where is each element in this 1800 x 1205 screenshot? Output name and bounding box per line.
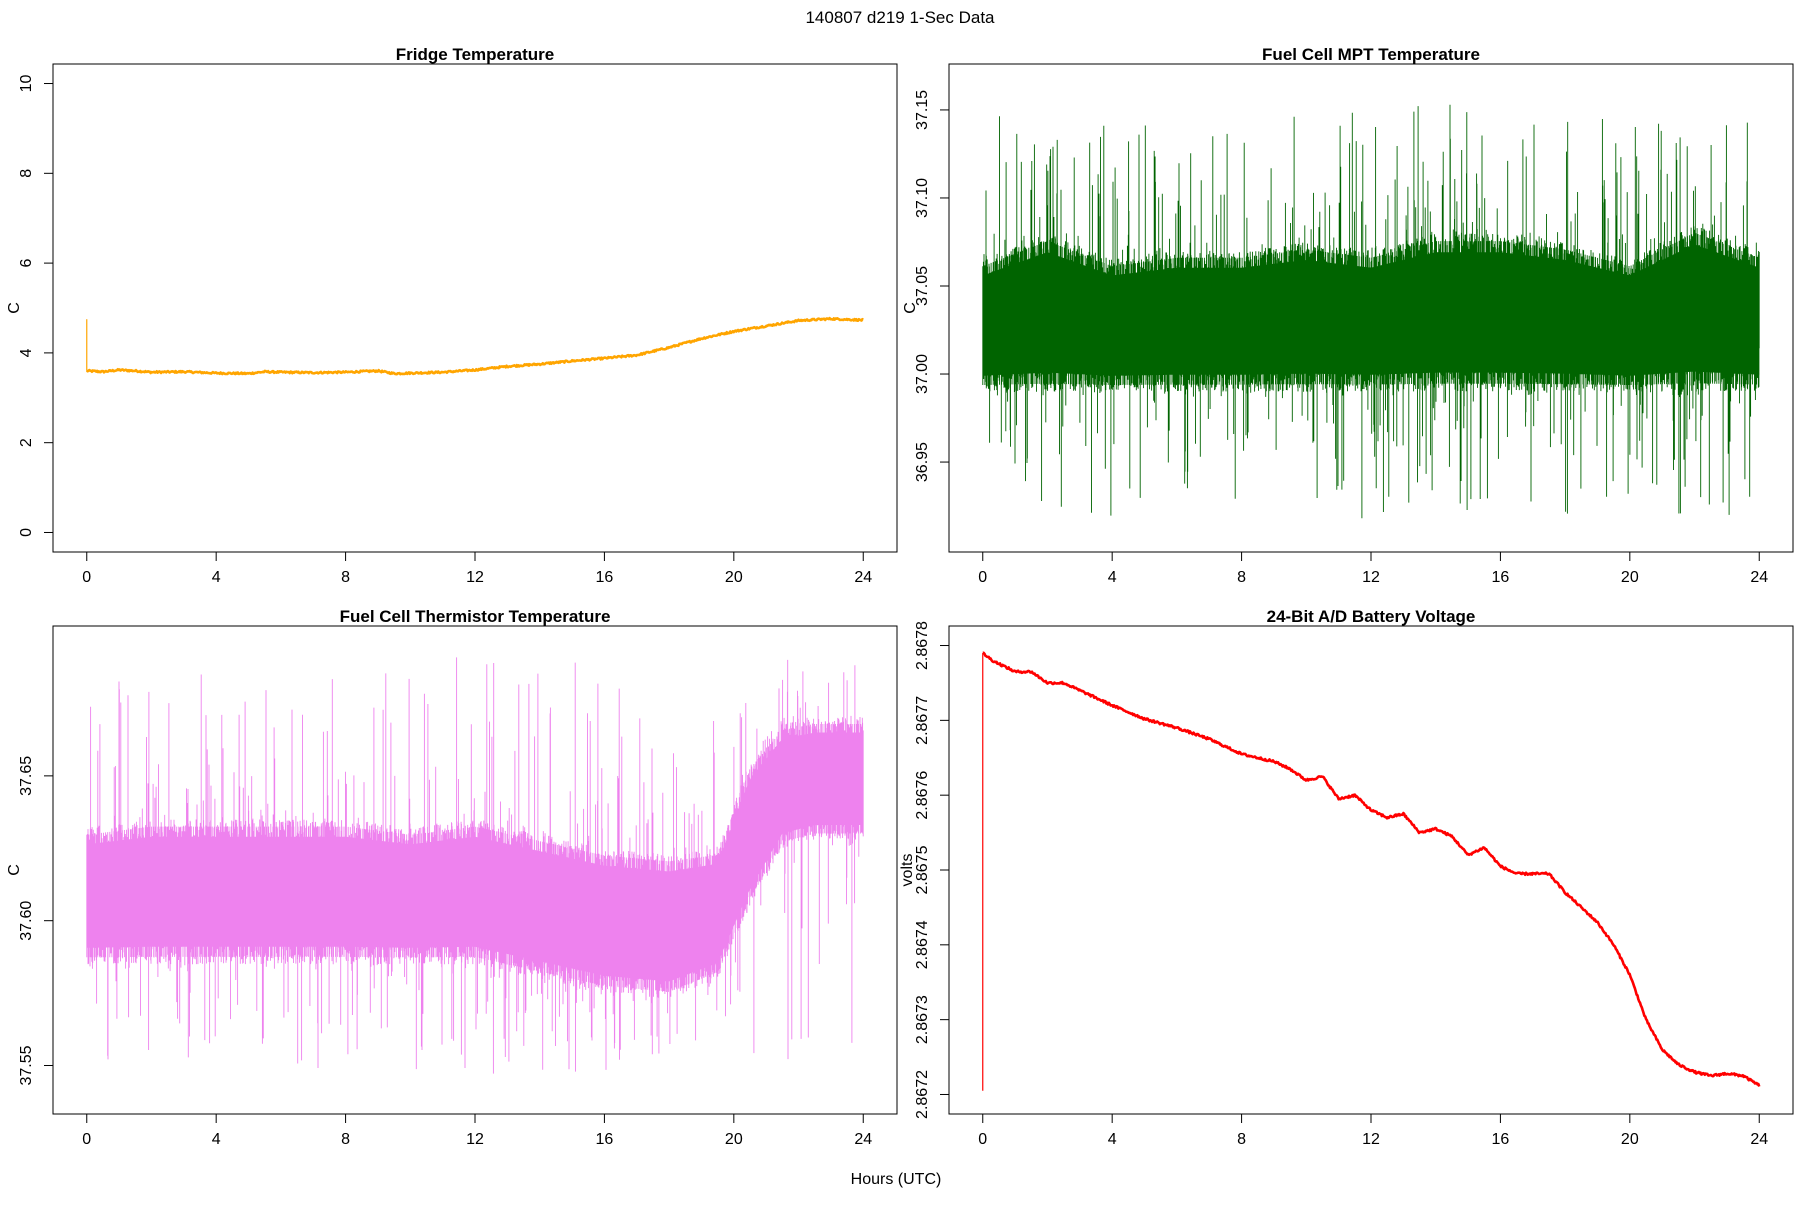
panel-1-title: Fridge Temperature <box>396 45 554 64</box>
panel-2-data-band <box>982 244 1760 376</box>
x-tick-label: 24 <box>854 569 872 586</box>
panel-3: Fuel Cell Thermistor Temperature 0 4 8 12 16 2… <box>6 607 898 1148</box>
y-tick-label: 37.55 <box>18 1045 35 1085</box>
panel-3-data-band <box>86 732 864 982</box>
y-tick-label: 2.8674 <box>914 920 931 969</box>
x-tick-label: 4 <box>1108 569 1117 586</box>
panel-4-data-line <box>982 651 1761 1087</box>
x-tick-label: 8 <box>341 1131 350 1148</box>
panel-2: Fuel Cell MPT Temperature 0 4 8 12 16 20 24 36.9… <box>902 45 1794 586</box>
y-tick-label: 36.95 <box>914 442 931 482</box>
x-tick-label: 16 <box>596 569 614 586</box>
x-tick-label: 4 <box>212 569 221 586</box>
x-tick-label: 8 <box>1237 569 1246 586</box>
panel-1-data-line <box>85 316 864 376</box>
y-tick-label: 10 <box>18 75 35 93</box>
x-tick-label: 12 <box>1362 569 1380 586</box>
x-tick-label: 16 <box>596 1131 614 1148</box>
x-tick-label: 16 <box>1492 1131 1510 1148</box>
y-tick-label: 37.10 <box>914 178 931 218</box>
y-tick-label: 2.8676 <box>914 771 931 820</box>
y-tick-label: 37.15 <box>914 90 931 130</box>
y-tick-label: 2.8675 <box>914 845 931 894</box>
x-tick-label: 12 <box>1362 1131 1380 1148</box>
x-tick-label: 12 <box>466 1131 484 1148</box>
x-tick-label: 0 <box>978 1131 987 1148</box>
x-tick-label: 20 <box>1621 1131 1639 1148</box>
x-tick-label: 4 <box>212 1131 221 1148</box>
y-tick-label: 0 <box>18 528 35 537</box>
panel-2-title: Fuel Cell MPT Temperature <box>1262 45 1480 64</box>
y-tick-label: 2.8678 <box>914 621 931 670</box>
x-tick-label: 0 <box>978 569 987 586</box>
panel-4: 24-Bit A/D Battery Voltage 0 4 8 12 16 20 24 2.8… <box>899 607 1794 1148</box>
y-tick-label: 2.8672 <box>914 1070 931 1119</box>
panel-4-title: 24-Bit A/D Battery Voltage <box>1267 607 1476 626</box>
panel-3-series <box>86 657 864 1074</box>
y-tick-label: 2.8677 <box>914 696 931 745</box>
x-tick-label: 8 <box>1237 1131 1246 1148</box>
y-tick-label: 37.00 <box>914 354 931 394</box>
x-tick-label: 0 <box>82 569 91 586</box>
y-tick-label: 8 <box>18 169 35 178</box>
x-tick-label: 24 <box>854 1131 872 1148</box>
x-tick-label: 24 <box>1750 569 1768 586</box>
x-tick-label: 16 <box>1492 569 1510 586</box>
x-tick-label: 8 <box>341 569 350 586</box>
x-tick-label: 0 <box>82 1131 91 1148</box>
x-tick-label: 4 <box>1108 1131 1117 1148</box>
y-tick-label: 37.65 <box>18 756 35 796</box>
panel-1-series <box>85 316 864 376</box>
y-tick-label: 2.8673 <box>914 995 931 1044</box>
y-tick-label: 37.05 <box>914 266 931 306</box>
y-tick-label: 4 <box>18 348 35 357</box>
panel-4-frame <box>948 625 1794 1115</box>
x-tick-label: 20 <box>725 569 743 586</box>
panel-4-series <box>982 651 1761 1091</box>
x-tick-label: 20 <box>1621 569 1639 586</box>
figure-title: 140807 d219 1-Sec Data <box>805 8 995 27</box>
y-tick-label: 37.60 <box>18 901 35 941</box>
panel-2-y-axis-label: C <box>902 302 919 314</box>
panel-1-frame <box>52 63 898 553</box>
panel-3-y-axis-label: C <box>6 864 23 876</box>
panel-1-y-axis-label: C <box>6 302 23 314</box>
panel-2-series <box>982 104 1760 519</box>
panel-3-title: Fuel Cell Thermistor Temperature <box>340 607 611 626</box>
y-tick-label: 2 <box>18 438 35 447</box>
figure-x-axis-label: Hours (UTC) <box>851 1171 942 1188</box>
x-tick-label: 12 <box>466 569 484 586</box>
y-tick-label: 6 <box>18 259 35 268</box>
x-tick-label: 24 <box>1750 1131 1768 1148</box>
panel-4-y-axis-label: volts <box>899 854 916 887</box>
x-tick-label: 20 <box>725 1131 743 1148</box>
